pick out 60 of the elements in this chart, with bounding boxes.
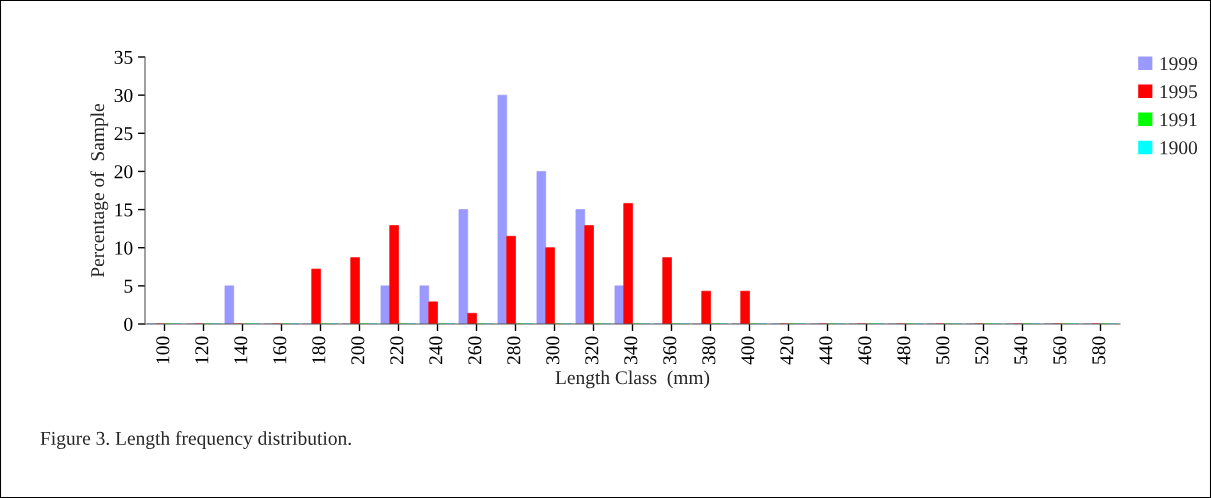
- x-tick-label: 460: [858, 336, 872, 365]
- x-tick-label: 240: [429, 336, 443, 365]
- bar: [740, 290, 750, 324]
- x-tick-label: 100: [156, 336, 170, 364]
- x-tick-label: 200: [351, 336, 365, 365]
- bar: [536, 171, 547, 324]
- bar: [224, 285, 235, 324]
- x-tick-label: 340: [624, 336, 638, 365]
- y-tick-label: 25: [114, 127, 133, 141]
- x-tick-label: 300: [546, 336, 560, 365]
- x-tick-label: 220: [390, 336, 404, 365]
- bar: [662, 257, 672, 324]
- bar: [380, 285, 391, 324]
- x-tick-label: 180: [312, 336, 326, 364]
- x-tick-label: 520: [975, 336, 989, 364]
- bar: [350, 257, 360, 324]
- bar: [419, 285, 430, 324]
- legend-label: 1900: [1160, 141, 1198, 155]
- y-tick-label: 0: [124, 317, 133, 331]
- x-tick-label: 540: [1014, 336, 1028, 364]
- x-tick-label: 280: [507, 336, 521, 365]
- bar: [389, 225, 399, 324]
- x-tick-label: 400: [741, 336, 755, 365]
- x-tick-label: 380: [702, 336, 716, 365]
- legend-label: 1991: [1160, 113, 1197, 127]
- y-tick-label: 20: [114, 165, 133, 179]
- x-axis-title: Length Class (mm): [555, 370, 710, 389]
- x-tick-label: 440: [819, 336, 833, 365]
- bar: [545, 247, 555, 324]
- y-tick-label: 15: [115, 203, 133, 217]
- x-tick-label: 420: [780, 336, 794, 365]
- y-tick-label: 30: [114, 88, 133, 103]
- bar: [701, 290, 711, 324]
- bar: [497, 94, 508, 324]
- x-tick-label: 580: [1092, 336, 1106, 364]
- x-tick-label: 140: [234, 336, 248, 364]
- x-tick-label: 560: [1053, 336, 1067, 364]
- x-tick-label: 160: [273, 336, 287, 364]
- bar: [614, 285, 625, 324]
- x-tick-label: 120: [195, 336, 209, 364]
- caption: Figure 3. Length frequency distribution.: [40, 431, 351, 449]
- x-tick-label: 260: [468, 336, 482, 365]
- y-tick-label: 10: [115, 241, 133, 255]
- x-tick-label: 480: [897, 336, 911, 365]
- bar: [467, 312, 477, 324]
- x-tick-label: 500: [936, 336, 950, 364]
- legend-label: 1995: [1160, 85, 1198, 99]
- bar: [623, 203, 633, 324]
- y-tick-label: 5: [124, 279, 133, 293]
- bar: [428, 301, 438, 324]
- x-tick-label: 360: [663, 336, 677, 365]
- y-axis-title: Percentage of Sample: [90, 103, 109, 278]
- y-tick-label: 35: [114, 50, 133, 64]
- legend-label: 1999: [1160, 57, 1197, 71]
- bar: [584, 225, 594, 324]
- bar: [506, 235, 516, 324]
- bar: [311, 268, 321, 324]
- bar: [458, 209, 469, 324]
- bar: [575, 209, 586, 324]
- x-tick-label: 320: [585, 336, 599, 365]
